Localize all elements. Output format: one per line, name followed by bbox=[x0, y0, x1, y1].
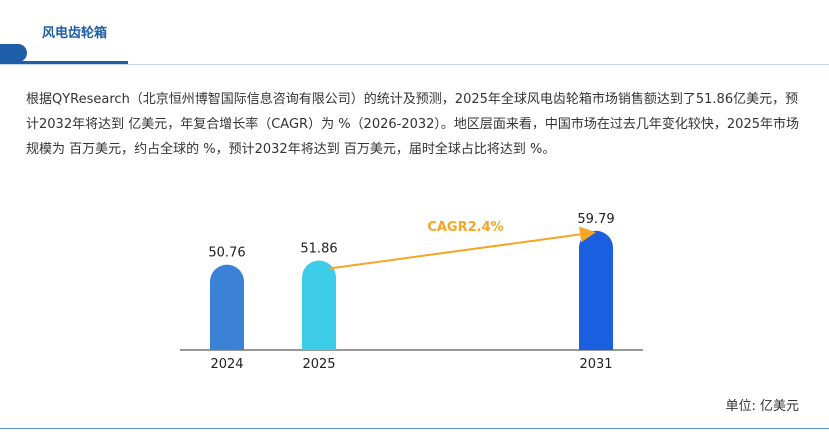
data-label-2031: 59.79 bbox=[577, 212, 614, 227]
footer-divider bbox=[0, 428, 829, 429]
cagr-arrow bbox=[328, 226, 596, 270]
unit-label: 单位: 亿美元 bbox=[725, 399, 799, 414]
market-description: 根据QYResearch（北京恒州博智国际信息咨询有限公司）的统计及预测，202… bbox=[26, 92, 799, 157]
data-label-2025: 51.86 bbox=[300, 242, 337, 257]
tick-label-2024: 2024 bbox=[210, 357, 243, 372]
tick-label-2025: 2025 bbox=[302, 357, 335, 372]
tab-underline bbox=[0, 61, 128, 65]
section-header: 风电齿轮箱 bbox=[0, 0, 829, 66]
data-label-2024: 50.76 bbox=[208, 246, 245, 261]
bar-2024 bbox=[210, 264, 244, 350]
tick-label-2031: 2031 bbox=[579, 357, 612, 372]
section-title: 风电齿轮箱 bbox=[42, 26, 108, 41]
bar-2025 bbox=[302, 260, 336, 350]
header-divider bbox=[0, 64, 829, 65]
cagr-label: CAGR2.4% bbox=[427, 220, 503, 235]
bar-2031 bbox=[579, 230, 613, 350]
tab-accent-marker bbox=[0, 44, 27, 62]
market-bar-chart: 50.76 2024 51.86 2025 59.79 2031 CAGR2.4% bbox=[180, 212, 643, 372]
